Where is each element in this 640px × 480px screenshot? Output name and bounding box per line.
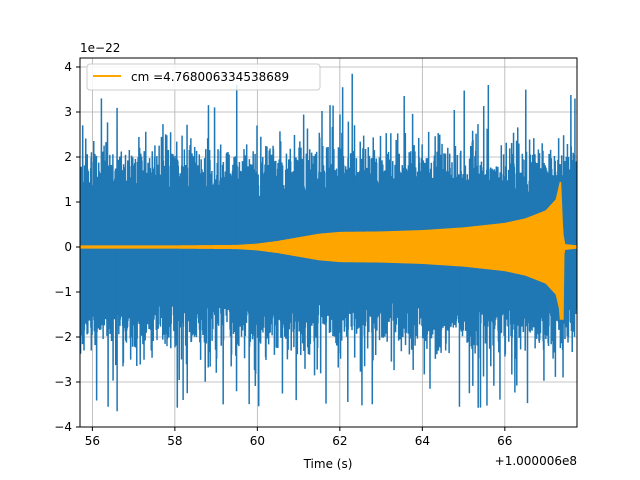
y-tick-label: 3 [64,105,72,119]
y-tick-label: −2 [54,330,72,344]
y-tick-label: 1 [64,195,72,209]
x-tick-label: 66 [497,434,512,448]
y-tick-label: 0 [64,240,72,254]
y-tick-label: −3 [54,375,72,389]
axes-frame [79,57,578,428]
y-scale-label: 1e−22 [80,41,120,55]
y-tick-label: 2 [64,150,72,164]
data-layer [80,73,577,412]
x-offset-label: +1.000006e8 [495,454,577,468]
y-tick-label: −1 [54,285,72,299]
x-tick-label: 58 [167,434,182,448]
legend-box [86,63,321,91]
x-tick-label: 60 [250,434,265,448]
series-chirp-area [80,181,577,320]
x-tick-label: 56 [85,434,100,448]
y-tick-label: −4 [54,420,72,434]
x-axis-label: Time (s) [303,457,353,471]
x-tick-label: 64 [415,434,430,448]
y-tick-label: 4 [64,60,72,74]
legend: cm =4.768006334538689 [86,63,321,91]
legend-label: cm =4.768006334538689 [131,70,289,84]
x-tick-label: 62 [332,434,347,448]
plot-area: 56 58 60 62 64 66 −4 −3 −2 −1 0 1 2 3 4 cm =4.768006334… [54,57,578,448]
